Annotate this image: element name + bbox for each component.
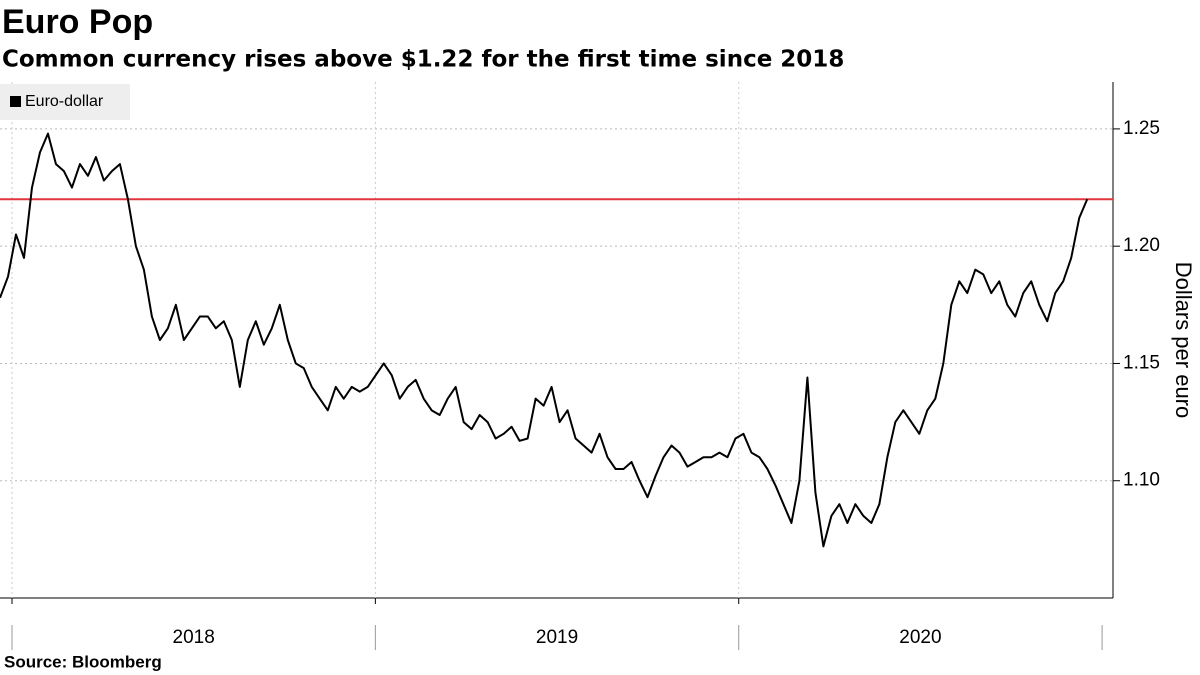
chart-title: Euro Pop [2,3,153,41]
x-tick-label: 2019 [536,627,578,648]
y-tick-label: 1.15 [1123,352,1160,373]
x-tick-label: 2018 [173,627,215,648]
legend-swatch [10,96,21,107]
chart-subtitle: Common currency rises above $1.22 for th… [2,47,844,73]
y-tick-label: 1.25 [1123,118,1160,139]
legend-label: Euro-dollar [25,93,104,110]
y-tick-label: 1.10 [1123,470,1160,491]
source: Source: Bloomberg [4,652,162,671]
series-line [0,132,1089,548]
x-tick-label: 2020 [899,627,941,648]
y-axis-label: Dollars per euro [1171,262,1196,419]
y-tick-label: 1.20 [1123,235,1160,256]
legend-box [0,84,130,120]
